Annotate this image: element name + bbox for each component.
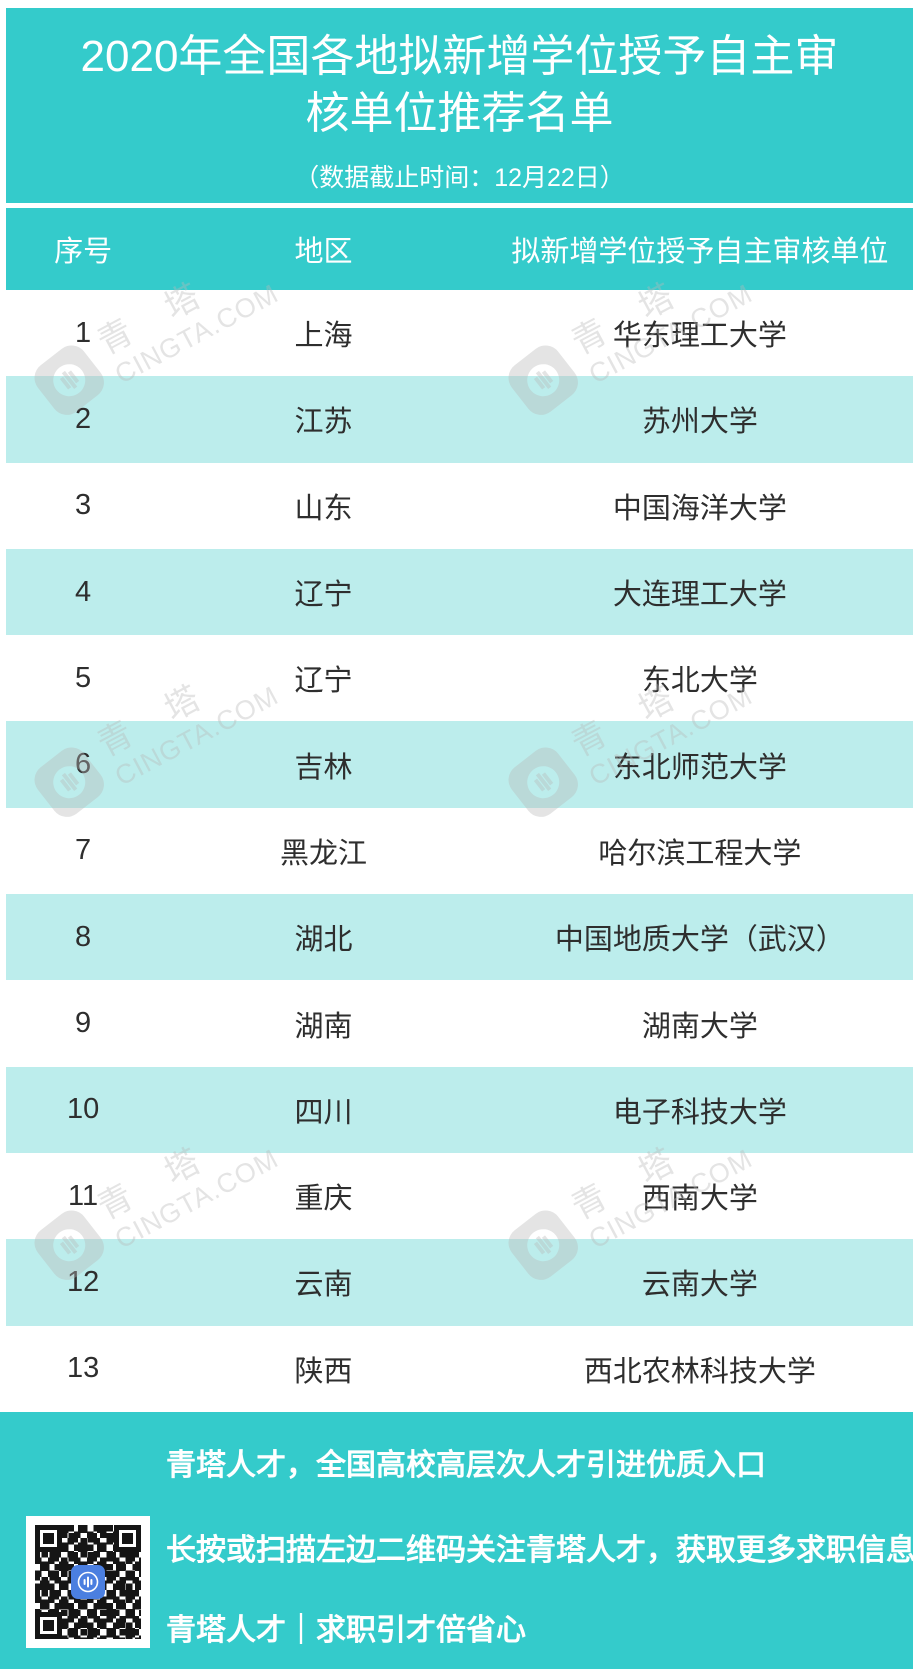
cell-unit: 苏州大学 <box>641 406 758 439</box>
cell-unit: 大连理工大学 <box>612 579 787 612</box>
cell-region: 陕西 <box>294 1355 353 1388</box>
table-row: 12 云南 云南大学 <box>6 1239 913 1326</box>
footer-tagline: 青塔人才，全国高校高层次人才引进优质入口 <box>166 1449 766 1482</box>
table-row: 5 辽宁 东北大学 <box>6 635 913 722</box>
cell-seq: 4 <box>75 575 92 608</box>
cell-region: 湖南 <box>294 1010 353 1043</box>
cell-seq: 5 <box>75 661 92 694</box>
cell-unit: 华东理工大学 <box>612 320 787 353</box>
qr-finder-bottom-left <box>35 1612 62 1639</box>
column-header-seq: 序号 <box>54 236 113 268</box>
table-row: 8 湖北 中国地质大学（武汉） <box>6 894 913 981</box>
cell-region: 吉林 <box>294 751 353 784</box>
cell-seq: 11 <box>68 1179 99 1212</box>
cell-seq: 9 <box>75 1007 92 1040</box>
cell-region: 上海 <box>294 320 353 353</box>
cell-seq: 12 <box>66 1265 100 1298</box>
table-row: 3 山东 中国海洋大学 <box>6 462 913 549</box>
cell-region: 辽宁 <box>294 579 353 612</box>
cell-unit: 电子科技大学 <box>612 1096 787 1129</box>
cell-region: 四川 <box>294 1096 353 1129</box>
table-body: 1 上海 华东理工大学 2 江苏 苏州大学 3 山东 中国海洋大学 4 辽宁 大… <box>6 290 913 1412</box>
qr-finder-top-right <box>114 1525 141 1552</box>
qr-code <box>26 1516 150 1648</box>
cell-unit: 东北师范大学 <box>612 751 787 784</box>
cell-seq: 1 <box>75 316 92 349</box>
footer-slogan: 青塔人才｜求职引才倍省心 <box>166 1614 526 1647</box>
title-block: 2020年全国各地拟新增学位授予自主审核单位推荐名单 （数据截止时间：12月22… <box>6 8 913 203</box>
cell-unit: 中国海洋大学 <box>612 492 787 525</box>
data-cutoff-subtitle: （数据截止时间：12月22日） <box>294 164 625 192</box>
table-row: 10 四川 电子科技大学 <box>6 1066 913 1153</box>
cell-region: 湖北 <box>294 924 353 957</box>
cell-unit: 西北农林科技大学 <box>583 1355 816 1388</box>
cell-seq: 2 <box>75 402 92 435</box>
column-header-region: 地区 <box>294 236 353 268</box>
cell-unit: 云南大学 <box>641 1269 758 1302</box>
footer-banner: 青塔人才，全国高校高层次人才引进优质入口 长按或扫描左边二维码关注青塔人才，获取… <box>0 1412 913 1669</box>
footer-qr-hint: 长按或扫描左边二维码关注青塔人才，获取更多求职信息 <box>166 1534 913 1567</box>
table-header-row: 序号 地区 拟新增学位授予自主审核单位 <box>6 208 913 290</box>
qr-finder-top-left <box>35 1525 62 1552</box>
cell-unit: 湖南大学 <box>641 1010 758 1043</box>
cell-unit: 西南大学 <box>641 1183 758 1216</box>
header-separator <box>6 203 913 208</box>
cell-seq: 7 <box>75 834 92 867</box>
cell-seq: 6 <box>75 748 92 781</box>
table-row: 2 江苏 苏州大学 <box>6 376 913 463</box>
cell-seq: 8 <box>75 920 92 953</box>
cell-region: 黑龙江 <box>279 837 367 870</box>
cell-seq: 3 <box>75 489 92 522</box>
cell-unit: 中国地质大学（武汉） <box>554 924 845 957</box>
cingta-logo-icon <box>71 1565 105 1599</box>
table-row: 9 湖南 湖南大学 <box>6 980 913 1067</box>
table-row: 1 上海 华东理工大学 <box>6 290 913 377</box>
qr-pattern <box>35 1525 141 1639</box>
table-row: 6 吉林 东北师范大学 <box>6 721 913 808</box>
cell-region: 山东 <box>294 492 353 525</box>
table-row: 4 辽宁 大连理工大学 <box>6 548 913 636</box>
cell-region: 重庆 <box>294 1183 353 1216</box>
cell-seq: 13 <box>66 1352 100 1385</box>
page-title: 2020年全国各地拟新增学位授予自主审核单位推荐名单 <box>80 32 839 138</box>
cell-seq: 10 <box>66 1093 100 1126</box>
table-row: 13 陕西 西北农林科技大学 <box>6 1325 913 1412</box>
cell-region: 云南 <box>294 1269 353 1302</box>
cell-region: 辽宁 <box>294 665 353 698</box>
cell-region: 江苏 <box>294 406 353 439</box>
table-row: 11 重庆 西南大学 <box>6 1152 913 1240</box>
table-row: 7 黑龙江 哈尔滨工程大学 <box>6 807 913 895</box>
column-header-unit: 拟新增学位授予自主审核单位 <box>511 236 889 268</box>
cell-unit: 东北大学 <box>641 665 758 698</box>
cell-unit: 哈尔滨工程大学 <box>598 837 802 870</box>
